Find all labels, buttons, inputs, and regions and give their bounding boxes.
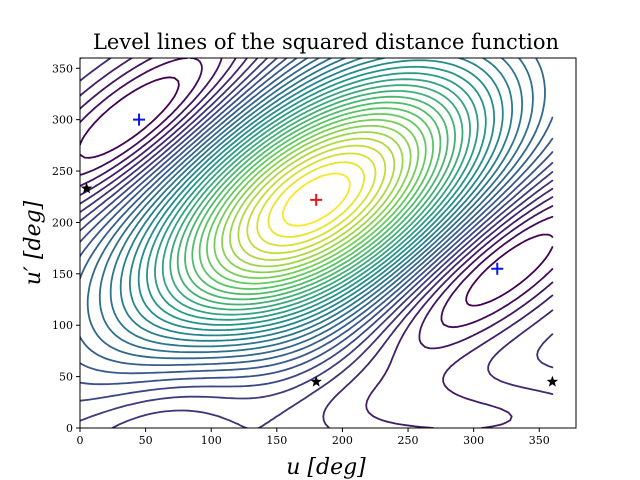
chart-title: Level lines of the squared distance func… <box>93 30 559 54</box>
x-tick-label: 200 <box>332 434 353 447</box>
x-tick-label: 150 <box>266 434 287 447</box>
contour-level-34 <box>281 172 351 227</box>
saddle-star-marker <box>310 375 322 387</box>
contour-level-10 <box>80 58 554 375</box>
contour-level-19 <box>154 72 479 321</box>
y-tick-label: 50 <box>59 371 73 384</box>
y-tick-label: 350 <box>52 62 73 75</box>
contour-level-20 <box>161 78 471 316</box>
contour-level-33 <box>267 161 366 238</box>
y-tick-label: 200 <box>52 216 73 229</box>
critical-point-markers <box>80 113 559 387</box>
contour-level-25 <box>198 107 434 290</box>
x-tick-label: 100 <box>201 434 222 447</box>
contour-level-4 <box>80 58 554 428</box>
x-tick-label: 350 <box>529 434 550 447</box>
y-tick-label: 300 <box>52 114 73 127</box>
contour-level-16 <box>129 58 504 337</box>
contour-level-22 <box>176 90 456 306</box>
contour-level-31 <box>246 144 387 255</box>
min-plus-marker <box>491 262 504 275</box>
x-tick-label: 300 <box>463 434 484 447</box>
contour-level-9 <box>80 58 554 386</box>
contour-level-24 <box>191 101 442 296</box>
contour-level-14 <box>109 58 523 348</box>
x-axis-ticks: 0 50 100 150 200 250 300 350 <box>77 428 550 447</box>
x-axis-label: u [deg] <box>286 455 366 480</box>
contour-level-3 <box>80 58 554 350</box>
x-tick-label: 50 <box>139 434 153 447</box>
y-tick-label: 0 <box>66 422 73 435</box>
contour-lines <box>80 58 554 428</box>
y-tick-label: 250 <box>52 165 73 178</box>
plot-frame <box>79 57 577 429</box>
contour-level-11 <box>80 58 554 366</box>
contour-level-18 <box>146 65 487 326</box>
contour-level-2 <box>80 58 554 329</box>
contour-level-5 <box>80 58 554 428</box>
y-axis-ticks: 0 50 100 150 200 250 300 350 <box>52 62 80 435</box>
max-plus-marker <box>310 193 323 206</box>
y-axis-label: u′ [deg] <box>21 200 46 285</box>
min-plus-marker <box>133 113 146 126</box>
contour-level-17 <box>137 59 495 331</box>
x-tick-label: 0 <box>77 434 84 447</box>
contour-level-15 <box>119 58 513 342</box>
saddle-star-marker <box>80 182 93 194</box>
contour-level-13 <box>98 58 534 354</box>
contour-level-30 <box>237 137 396 261</box>
y-tick-label: 150 <box>52 268 73 281</box>
contour-level-32 <box>256 152 377 247</box>
contour-level-27 <box>213 118 420 279</box>
contour-level-12 <box>86 58 546 360</box>
contour-level-8 <box>80 58 554 402</box>
y-tick-label: 100 <box>52 319 73 332</box>
contour-level-23 <box>184 95 449 301</box>
contour-level-7 <box>80 58 554 422</box>
contour-level-21 <box>169 84 464 311</box>
x-tick-label: 250 <box>398 434 419 447</box>
contour-level-26 <box>206 113 427 285</box>
contour-level-28 <box>221 124 412 274</box>
saddle-star-marker <box>546 375 559 387</box>
contour-level-29 <box>229 131 404 268</box>
